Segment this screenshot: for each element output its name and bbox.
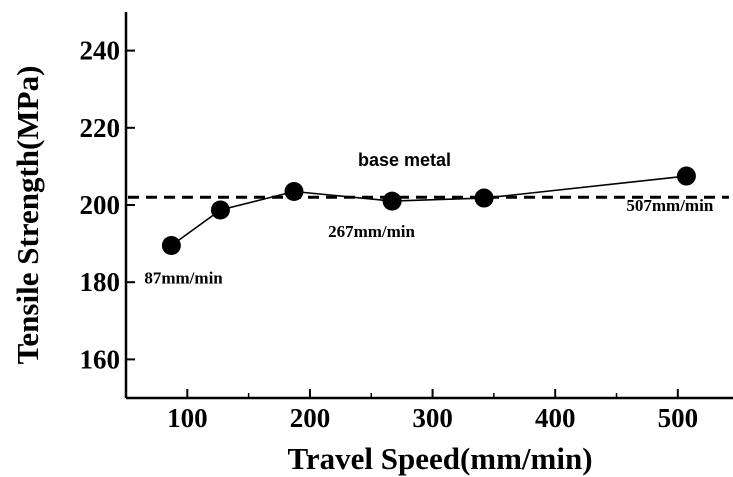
- x-tick-label: 300: [412, 403, 453, 433]
- base-metal-label: base metal: [358, 150, 451, 170]
- y-tick-label: 160: [80, 344, 121, 374]
- point-annotation: 507mm/min: [626, 196, 713, 215]
- y-axis-title: Tensile Strength(MPa): [10, 66, 45, 365]
- data-point: [161, 236, 181, 256]
- data-point: [210, 200, 230, 220]
- x-tick-label: 200: [290, 403, 331, 433]
- series-line: [170, 175, 687, 247]
- data-point: [676, 166, 696, 186]
- point-annotation: 267mm/min: [328, 222, 415, 241]
- x-tick-label: 400: [535, 403, 576, 433]
- ticks: 160 180 200 220 240 100 200 300 400 500: [80, 36, 699, 433]
- data-point: [284, 181, 304, 201]
- y-tick-label: 180: [80, 267, 121, 297]
- point-annotation: 87mm/min: [144, 269, 223, 288]
- x-tick-label: 500: [658, 403, 699, 433]
- y-tick-label: 200: [80, 190, 121, 220]
- y-tick-label: 220: [80, 113, 121, 143]
- data-point: [474, 188, 494, 208]
- data-points: [161, 166, 696, 256]
- y-tick-label: 240: [80, 36, 121, 66]
- annotations: 87mm/min 267mm/min 507mm/min: [144, 196, 713, 287]
- x-axis-title: Travel Speed(mm/min): [287, 441, 592, 476]
- data-point: [382, 191, 402, 211]
- x-tick-label: 100: [167, 403, 208, 433]
